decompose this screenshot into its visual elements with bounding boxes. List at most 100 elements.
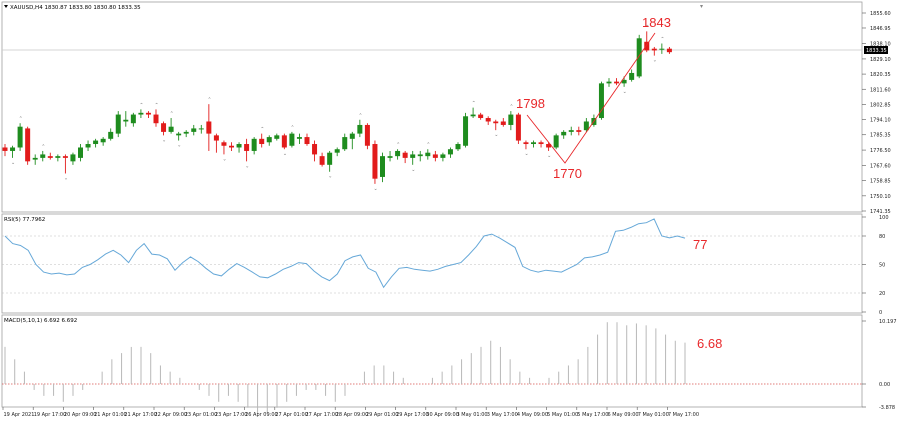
- time-tick-label: 6 May 09:00: [608, 412, 639, 418]
- rsi-tick-label: 100: [879, 215, 889, 221]
- fractal-up-icon: ⌃: [41, 144, 45, 150]
- candle-body: [614, 81, 620, 84]
- candle-body: [40, 154, 46, 158]
- candle-body: [304, 137, 310, 145]
- fractal-up-icon: ⌃: [170, 111, 174, 117]
- rsi-tick-label: 0: [879, 310, 882, 316]
- candle-body: [342, 137, 348, 150]
- candle-body: [115, 114, 121, 134]
- candle-body: [447, 149, 453, 155]
- candle-body: [176, 133, 182, 136]
- annotation-1770: 1770: [553, 166, 582, 181]
- fractal-down-icon: ⌄: [245, 163, 249, 169]
- fractal-up-icon: ⌃: [509, 104, 513, 110]
- candle-body: [319, 156, 325, 165]
- macd-axis: 10.197 0.00 -3.878: [862, 319, 897, 411]
- fractal-markers: ⌄ ⌃ ⌃ ⌄ ⌃ ⌃ ⌄ ⌃ ⌄ ⌃ ⌄ ⌄ ⌃ ⌄ ⌃ ⌄ ⌃ ⌄ ⌃ ⌄ ⌃ ⌃ ⌄ ⌃ ⌄ ⌄ ⌄ ⌃ ⌄ ⌃: [11, 24, 665, 192]
- macd-histogram: [4, 322, 686, 414]
- candle-body: [153, 114, 159, 124]
- price-tick-label: 1758.85: [870, 179, 891, 185]
- annotation-1798: 1798: [516, 96, 545, 111]
- price-header: XAUUSD,H4 1830.87 1833.80 1830.80 1833.3…: [10, 5, 141, 11]
- rsi-annotation: 77: [693, 237, 707, 252]
- fractal-down-icon: ⌄: [524, 151, 528, 157]
- candle-body: [417, 154, 423, 157]
- candle-body: [621, 79, 627, 84]
- rsi-tick-label: 50: [879, 263, 885, 269]
- time-tick-label: 27 Apr 01:00: [275, 412, 308, 418]
- fractal-up-icon: ⌃: [660, 37, 664, 43]
- time-tick-label: 4 May 09:00: [517, 412, 548, 418]
- candle-body: [659, 48, 665, 50]
- time-tick-label: 5 May 01:00: [547, 412, 578, 418]
- candle-body: [281, 135, 287, 148]
- shift-marker-icon[interactable]: ▾: [700, 3, 703, 10]
- time-tick-label: 29 Apr 01:00: [366, 412, 399, 418]
- fractal-up-icon: ⌃: [426, 142, 430, 148]
- candle-body: [244, 144, 250, 151]
- candle-body: [500, 121, 506, 125]
- candle-body: [485, 118, 491, 122]
- price-panel[interactable]: [1, 1, 863, 213]
- rsi-axis: 100 80 50 20 0: [2, 215, 889, 316]
- candle-body: [455, 144, 461, 150]
- candle-body: [629, 72, 635, 80]
- time-tick-label: 21 Apr 01:00: [94, 412, 127, 418]
- candle-body: [100, 138, 106, 143]
- rsi-tick-label: 80: [879, 234, 885, 240]
- candle-body: [130, 114, 136, 124]
- candle-body: [380, 156, 385, 177]
- candle-body: [598, 83, 604, 119]
- fractal-down-icon: ⌄: [11, 160, 15, 166]
- price-tick-label: 1838.10: [870, 41, 891, 47]
- candle-body: [17, 126, 23, 148]
- price-tick-label: 1767.60: [870, 164, 891, 170]
- price-tick-label: 1802.85: [870, 102, 891, 108]
- candle-body: [546, 144, 552, 148]
- rsi-panel[interactable]: [1, 213, 863, 314]
- candle-body: [259, 138, 265, 145]
- candle-body: [636, 38, 642, 77]
- candle-body: [25, 128, 31, 162]
- candle-body: [47, 156, 53, 158]
- fractal-down-icon: ⌄: [653, 58, 657, 64]
- candle-body: [493, 121, 499, 124]
- collapse-triangle-icon[interactable]: [4, 5, 8, 8]
- candle-body: [161, 123, 167, 132]
- candle-body: [508, 114, 514, 125]
- time-tick-label: 19 Apr 2021: [4, 412, 35, 418]
- fractal-down-icon: ⌄: [283, 151, 287, 157]
- candle-body: [651, 48, 657, 51]
- fractal-up-icon: ⌃: [358, 113, 362, 119]
- time-tick-label: 20 Apr 09:00: [64, 412, 97, 418]
- price-tick-label: 1776.50: [870, 148, 891, 154]
- current-price-tag: [864, 46, 888, 54]
- candle-body: [561, 131, 567, 136]
- rsi-tick-label: 20: [879, 291, 885, 297]
- candle-body: [221, 142, 227, 146]
- time-tick-label: 26 Apr 09:00: [245, 412, 278, 418]
- price-tick-label: 1750.10: [870, 194, 891, 200]
- candle-body: [183, 131, 189, 134]
- candle-body: [108, 131, 114, 139]
- candle-body: [531, 142, 536, 145]
- candle-body: [32, 157, 38, 160]
- candle-body: [2, 147, 8, 151]
- fractal-down-icon: ⌄: [177, 143, 181, 149]
- fractal-down-icon: ⌄: [64, 175, 68, 181]
- candle-body: [523, 142, 529, 145]
- candle-body: [138, 112, 144, 115]
- candle-body: [10, 147, 16, 151]
- rsi-header: RSI(5) 77.7962: [4, 217, 45, 223]
- fractal-up-icon: ⌃: [472, 101, 476, 107]
- candle-body: [198, 128, 204, 130]
- candle-body: [229, 145, 234, 148]
- candle-body: [206, 121, 212, 134]
- fractal-down-icon: ⌄: [328, 174, 332, 180]
- candle-body: [402, 152, 408, 158]
- candle-body: [289, 133, 295, 146]
- macd-panel[interactable]: [1, 314, 863, 408]
- time-tick-label: 5 May 17:00: [577, 412, 608, 418]
